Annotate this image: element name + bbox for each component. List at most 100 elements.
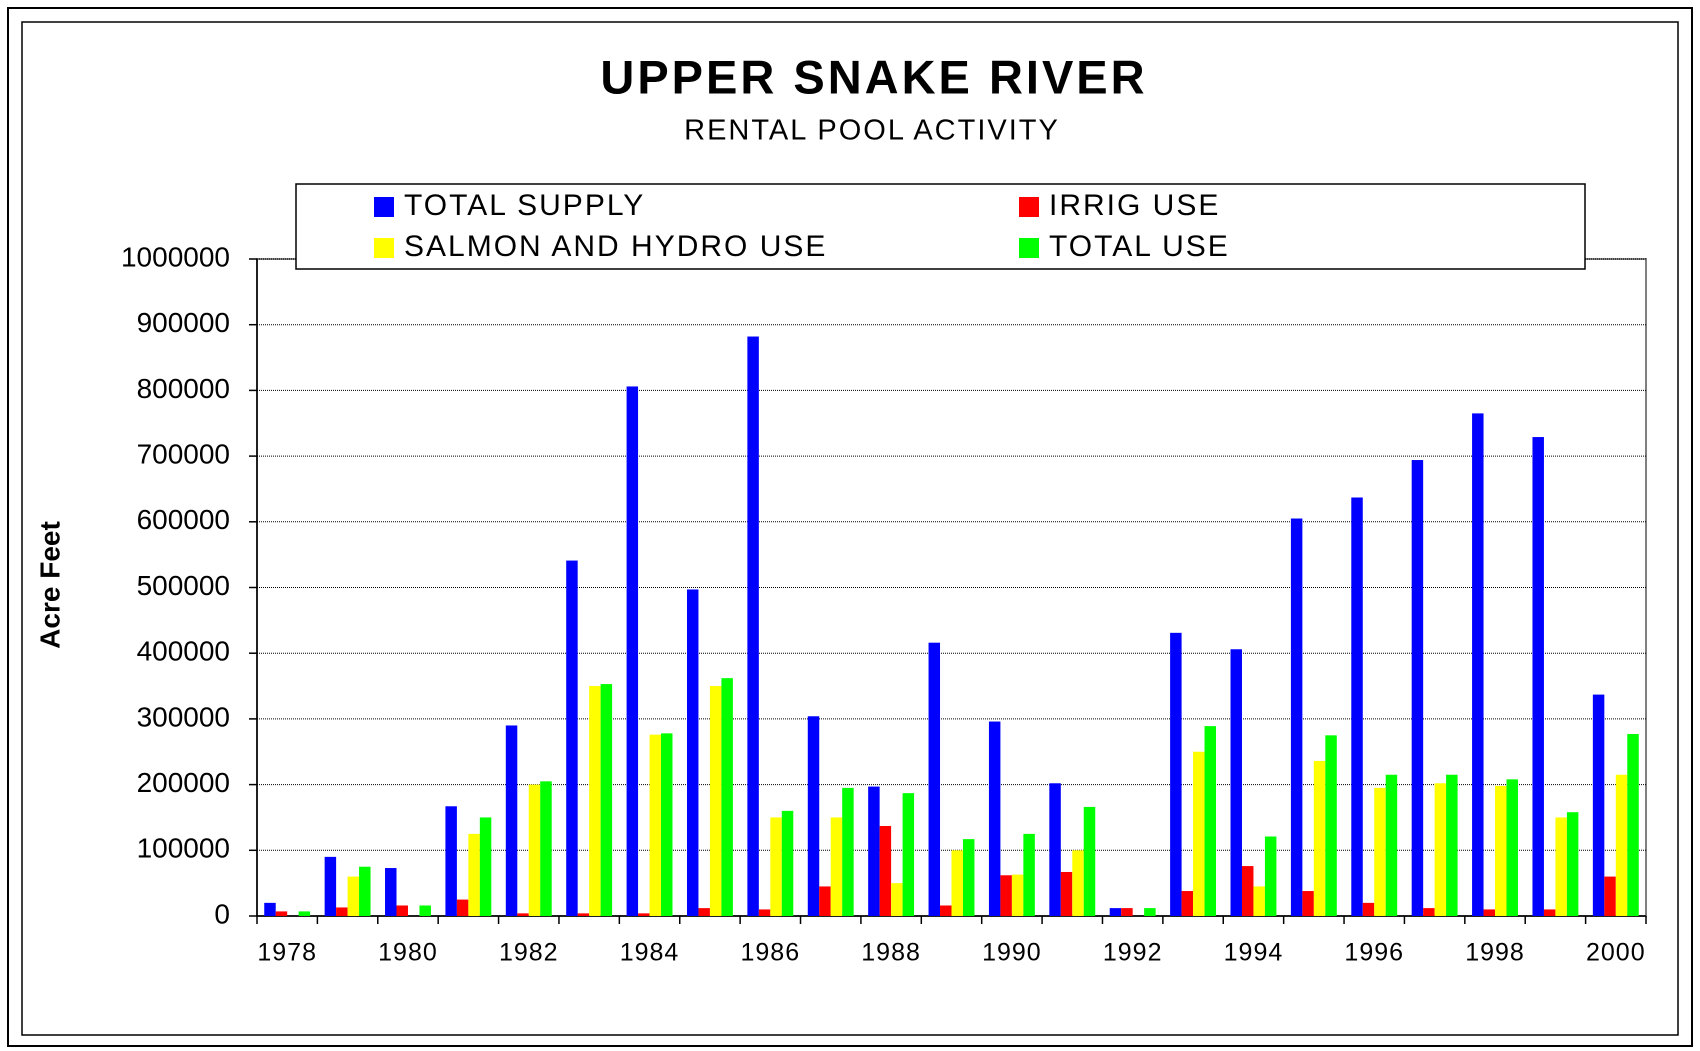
bar — [626, 386, 639, 916]
x-tick-label: 1984 — [620, 939, 680, 967]
bar — [517, 913, 529, 916]
bar — [264, 902, 276, 916]
bar — [781, 810, 794, 916]
chart-subtitle: RENTAL POOL ACTIVITY — [684, 115, 1060, 147]
bar — [1362, 902, 1375, 916]
bar — [940, 905, 952, 916]
y-tick-label: 800000 — [137, 373, 230, 404]
bar — [505, 725, 518, 916]
bar — [1472, 413, 1484, 916]
y-tick-label: 700000 — [137, 438, 230, 469]
x-tick-label: 1988 — [861, 939, 921, 967]
bar — [928, 642, 941, 916]
bar — [1181, 891, 1194, 916]
x-tick-label: 1990 — [982, 939, 1042, 967]
bar — [1351, 497, 1363, 916]
bar — [721, 678, 733, 916]
legend-label: IRRIG USE — [1049, 189, 1220, 222]
bar — [275, 911, 288, 916]
bar — [879, 825, 892, 916]
bar — [1495, 785, 1507, 916]
bar — [419, 905, 431, 916]
legend-box — [295, 183, 1586, 270]
bar — [1313, 760, 1326, 916]
bar — [649, 734, 662, 916]
bar — [902, 793, 915, 916]
bar — [445, 806, 457, 916]
bar — [468, 833, 480, 916]
bar — [1193, 751, 1205, 916]
bar — [709, 686, 722, 916]
bar — [819, 886, 831, 916]
bar — [758, 909, 771, 916]
x-tick-label: 1986 — [741, 939, 801, 967]
x-tick-label: 1994 — [1224, 939, 1284, 967]
bar — [842, 787, 854, 916]
y-tick-label: 200000 — [137, 767, 230, 798]
bar — [385, 868, 397, 916]
bar — [1566, 812, 1579, 916]
bar — [1253, 886, 1265, 916]
bar — [962, 839, 975, 916]
y-axis-label: Acre Feet — [34, 521, 65, 649]
bar — [1592, 694, 1605, 916]
bar — [1170, 632, 1182, 916]
bar — [1627, 734, 1639, 916]
legend-swatch — [374, 238, 394, 258]
bar — [1555, 817, 1567, 916]
y-tick-label: 1000000 — [121, 241, 230, 272]
bar — [1290, 518, 1303, 916]
bar — [891, 883, 903, 916]
bar — [868, 786, 880, 916]
bar — [661, 733, 673, 916]
bar — [807, 716, 820, 916]
bar — [336, 907, 348, 916]
bar — [600, 684, 613, 916]
bar — [830, 817, 843, 916]
x-tick-label: 1996 — [1344, 939, 1404, 967]
bar — [359, 866, 371, 916]
legend-label: TOTAL USE — [1049, 230, 1230, 263]
bar — [566, 560, 578, 916]
x-tick-label: 1980 — [378, 939, 438, 967]
bar — [1325, 735, 1337, 916]
bar — [1385, 774, 1398, 916]
legend-label: TOTAL SUPPLY — [404, 189, 645, 222]
bar — [1000, 875, 1012, 916]
bar — [1023, 833, 1035, 916]
legend-swatch — [374, 197, 394, 217]
bar — [1011, 874, 1024, 916]
y-tick-label: 500000 — [137, 570, 230, 601]
bar — [698, 908, 710, 916]
bar — [1532, 437, 1544, 916]
bar — [638, 913, 650, 916]
bar — [770, 817, 782, 916]
legend-label: SALMON AND HYDRO USE — [404, 230, 827, 263]
bar — [347, 876, 360, 916]
chart-title: UPPER SNAKE RIVER — [600, 50, 1147, 103]
bar — [396, 905, 408, 916]
bar — [1072, 850, 1084, 916]
bar — [528, 784, 541, 916]
y-tick-label: 300000 — [137, 701, 230, 732]
y-tick-label: 0 — [214, 898, 230, 929]
bar — [1506, 779, 1518, 916]
bar — [686, 589, 699, 916]
x-tick-label: 1998 — [1465, 939, 1525, 967]
bar — [1604, 876, 1616, 916]
bar — [1302, 891, 1314, 916]
bar — [298, 911, 311, 916]
bar — [577, 913, 590, 916]
bar — [1049, 783, 1061, 916]
y-tick-label: 100000 — [137, 833, 230, 864]
bar — [988, 721, 1001, 916]
bar — [1060, 871, 1073, 916]
bar — [1615, 774, 1628, 916]
bar — [1264, 836, 1277, 916]
legend-swatch — [1019, 238, 1039, 258]
bar — [540, 781, 552, 916]
bar — [1083, 806, 1096, 916]
x-tick-label: 1992 — [1103, 939, 1163, 967]
bar — [1543, 909, 1556, 916]
bar — [479, 817, 492, 916]
